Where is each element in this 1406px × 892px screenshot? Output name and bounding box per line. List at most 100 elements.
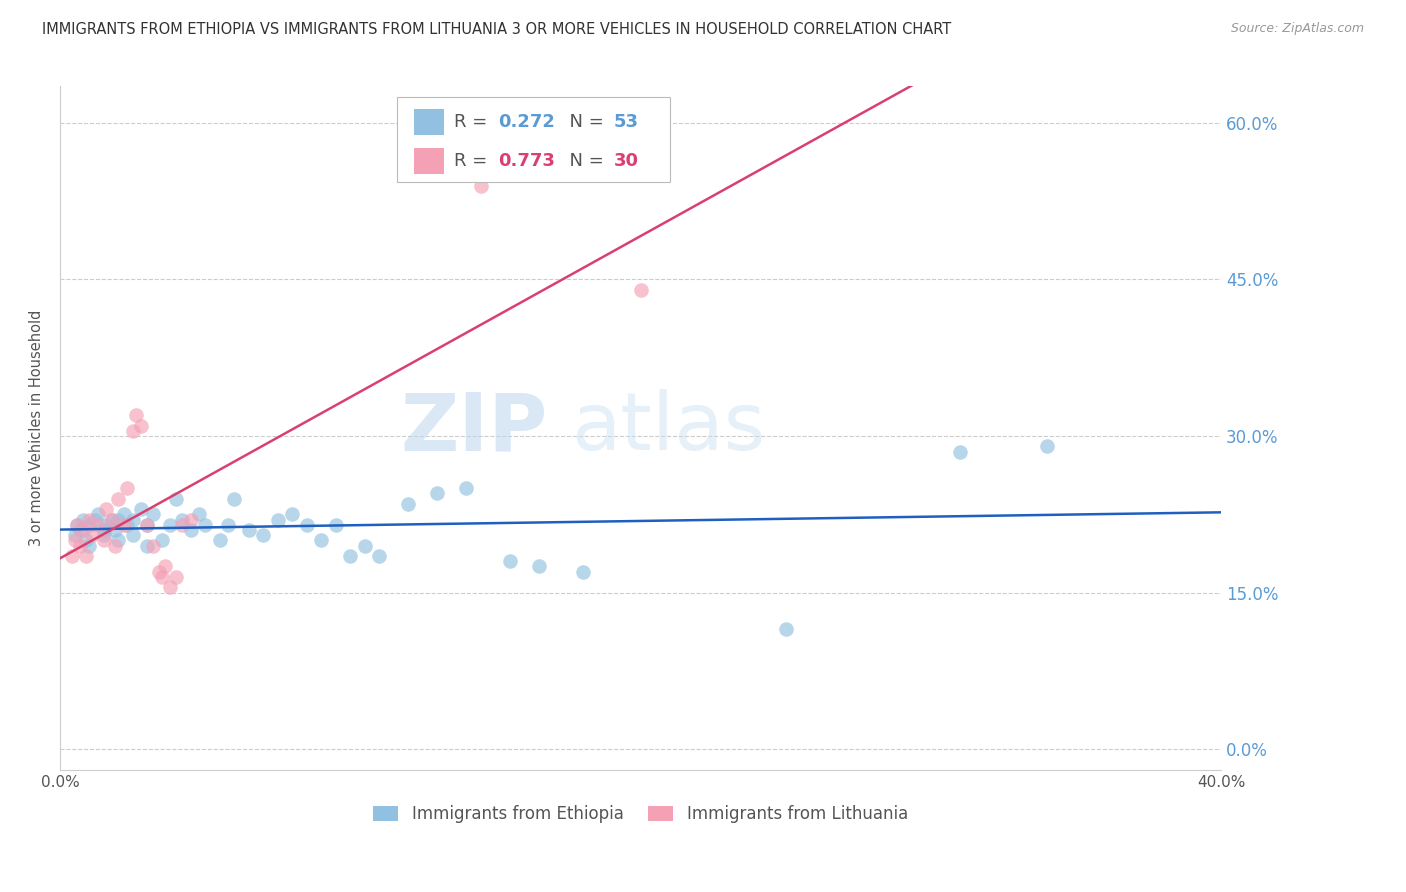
Point xyxy=(121,424,143,438)
Text: 0.272: 0.272 xyxy=(498,113,554,131)
Point xyxy=(107,491,129,506)
Point xyxy=(396,497,419,511)
Text: N =: N = xyxy=(558,113,610,131)
Point xyxy=(107,533,129,548)
Point xyxy=(170,512,193,526)
Point xyxy=(180,512,202,526)
Point xyxy=(339,549,361,563)
Point xyxy=(77,512,100,526)
Point xyxy=(121,512,143,526)
Point xyxy=(142,508,165,522)
Text: 53: 53 xyxy=(614,113,638,131)
Point xyxy=(101,512,124,526)
Point xyxy=(527,559,550,574)
Point xyxy=(368,549,391,563)
Point xyxy=(96,502,118,516)
Text: 30: 30 xyxy=(614,153,638,170)
Point xyxy=(136,517,159,532)
Text: IMMIGRANTS FROM ETHIOPIA VS IMMIGRANTS FROM LITHUANIA 3 OR MORE VEHICLES IN HOUS: IMMIGRANTS FROM ETHIOPIA VS IMMIGRANTS F… xyxy=(42,22,952,37)
Bar xyxy=(415,148,444,174)
Point xyxy=(224,491,246,506)
Point xyxy=(121,528,143,542)
Text: 0.773: 0.773 xyxy=(498,153,554,170)
Point xyxy=(150,533,173,548)
Point xyxy=(136,517,159,532)
Point xyxy=(75,533,97,548)
Point xyxy=(93,523,115,537)
Point xyxy=(131,418,153,433)
Point xyxy=(208,533,231,548)
Point xyxy=(325,517,347,532)
Point xyxy=(101,512,124,526)
Text: atlas: atlas xyxy=(571,389,765,467)
Point xyxy=(281,508,304,522)
Point xyxy=(949,444,972,458)
Text: N =: N = xyxy=(558,153,610,170)
Point xyxy=(136,539,159,553)
Point xyxy=(75,549,97,563)
Point xyxy=(148,565,170,579)
Point xyxy=(470,178,492,193)
Point xyxy=(69,523,91,537)
Point xyxy=(311,533,333,548)
Point xyxy=(69,539,91,553)
Y-axis label: 3 or more Vehicles in Household: 3 or more Vehicles in Household xyxy=(30,310,44,547)
Point xyxy=(1036,439,1059,453)
Point xyxy=(159,580,181,594)
Point xyxy=(188,508,211,522)
Point xyxy=(115,481,138,495)
Point xyxy=(112,517,135,532)
Point xyxy=(63,528,86,542)
Point xyxy=(217,517,239,532)
Point xyxy=(66,517,89,532)
Point xyxy=(142,539,165,553)
Point xyxy=(93,533,115,548)
Point xyxy=(456,481,478,495)
Point xyxy=(72,523,94,537)
Text: ZIP: ZIP xyxy=(401,389,548,467)
Point xyxy=(630,283,652,297)
Point xyxy=(104,539,127,553)
Point xyxy=(77,517,100,532)
Point xyxy=(96,517,118,532)
Point xyxy=(153,559,176,574)
Point xyxy=(180,523,202,537)
Point xyxy=(165,491,187,506)
Point xyxy=(60,549,83,563)
Point xyxy=(124,408,146,422)
Point xyxy=(112,508,135,522)
Point xyxy=(93,528,115,542)
Bar xyxy=(415,109,444,135)
Point xyxy=(238,523,260,537)
Text: R =: R = xyxy=(454,113,492,131)
Point xyxy=(165,570,187,584)
Point xyxy=(194,517,217,532)
Point xyxy=(267,512,290,526)
Point xyxy=(426,486,449,500)
Point xyxy=(87,508,110,522)
Text: R =: R = xyxy=(454,153,492,170)
Point xyxy=(353,539,375,553)
Point xyxy=(170,517,193,532)
FancyBboxPatch shape xyxy=(396,96,669,182)
Point xyxy=(131,502,153,516)
Point xyxy=(63,533,86,548)
Point xyxy=(115,517,138,532)
Point xyxy=(571,565,593,579)
Point xyxy=(87,517,110,532)
Text: Source: ZipAtlas.com: Source: ZipAtlas.com xyxy=(1230,22,1364,36)
Point xyxy=(107,512,129,526)
Point xyxy=(295,517,318,532)
Legend: Immigrants from Ethiopia, Immigrants from Lithuania: Immigrants from Ethiopia, Immigrants fro… xyxy=(373,805,908,823)
Point xyxy=(150,570,173,584)
Point xyxy=(499,554,522,568)
Point xyxy=(77,539,100,553)
Point xyxy=(80,528,103,542)
Point xyxy=(83,512,105,526)
Point xyxy=(775,622,797,636)
Point xyxy=(159,517,181,532)
Point xyxy=(252,528,274,542)
Point xyxy=(72,512,94,526)
Point xyxy=(66,517,89,532)
Point xyxy=(104,523,127,537)
